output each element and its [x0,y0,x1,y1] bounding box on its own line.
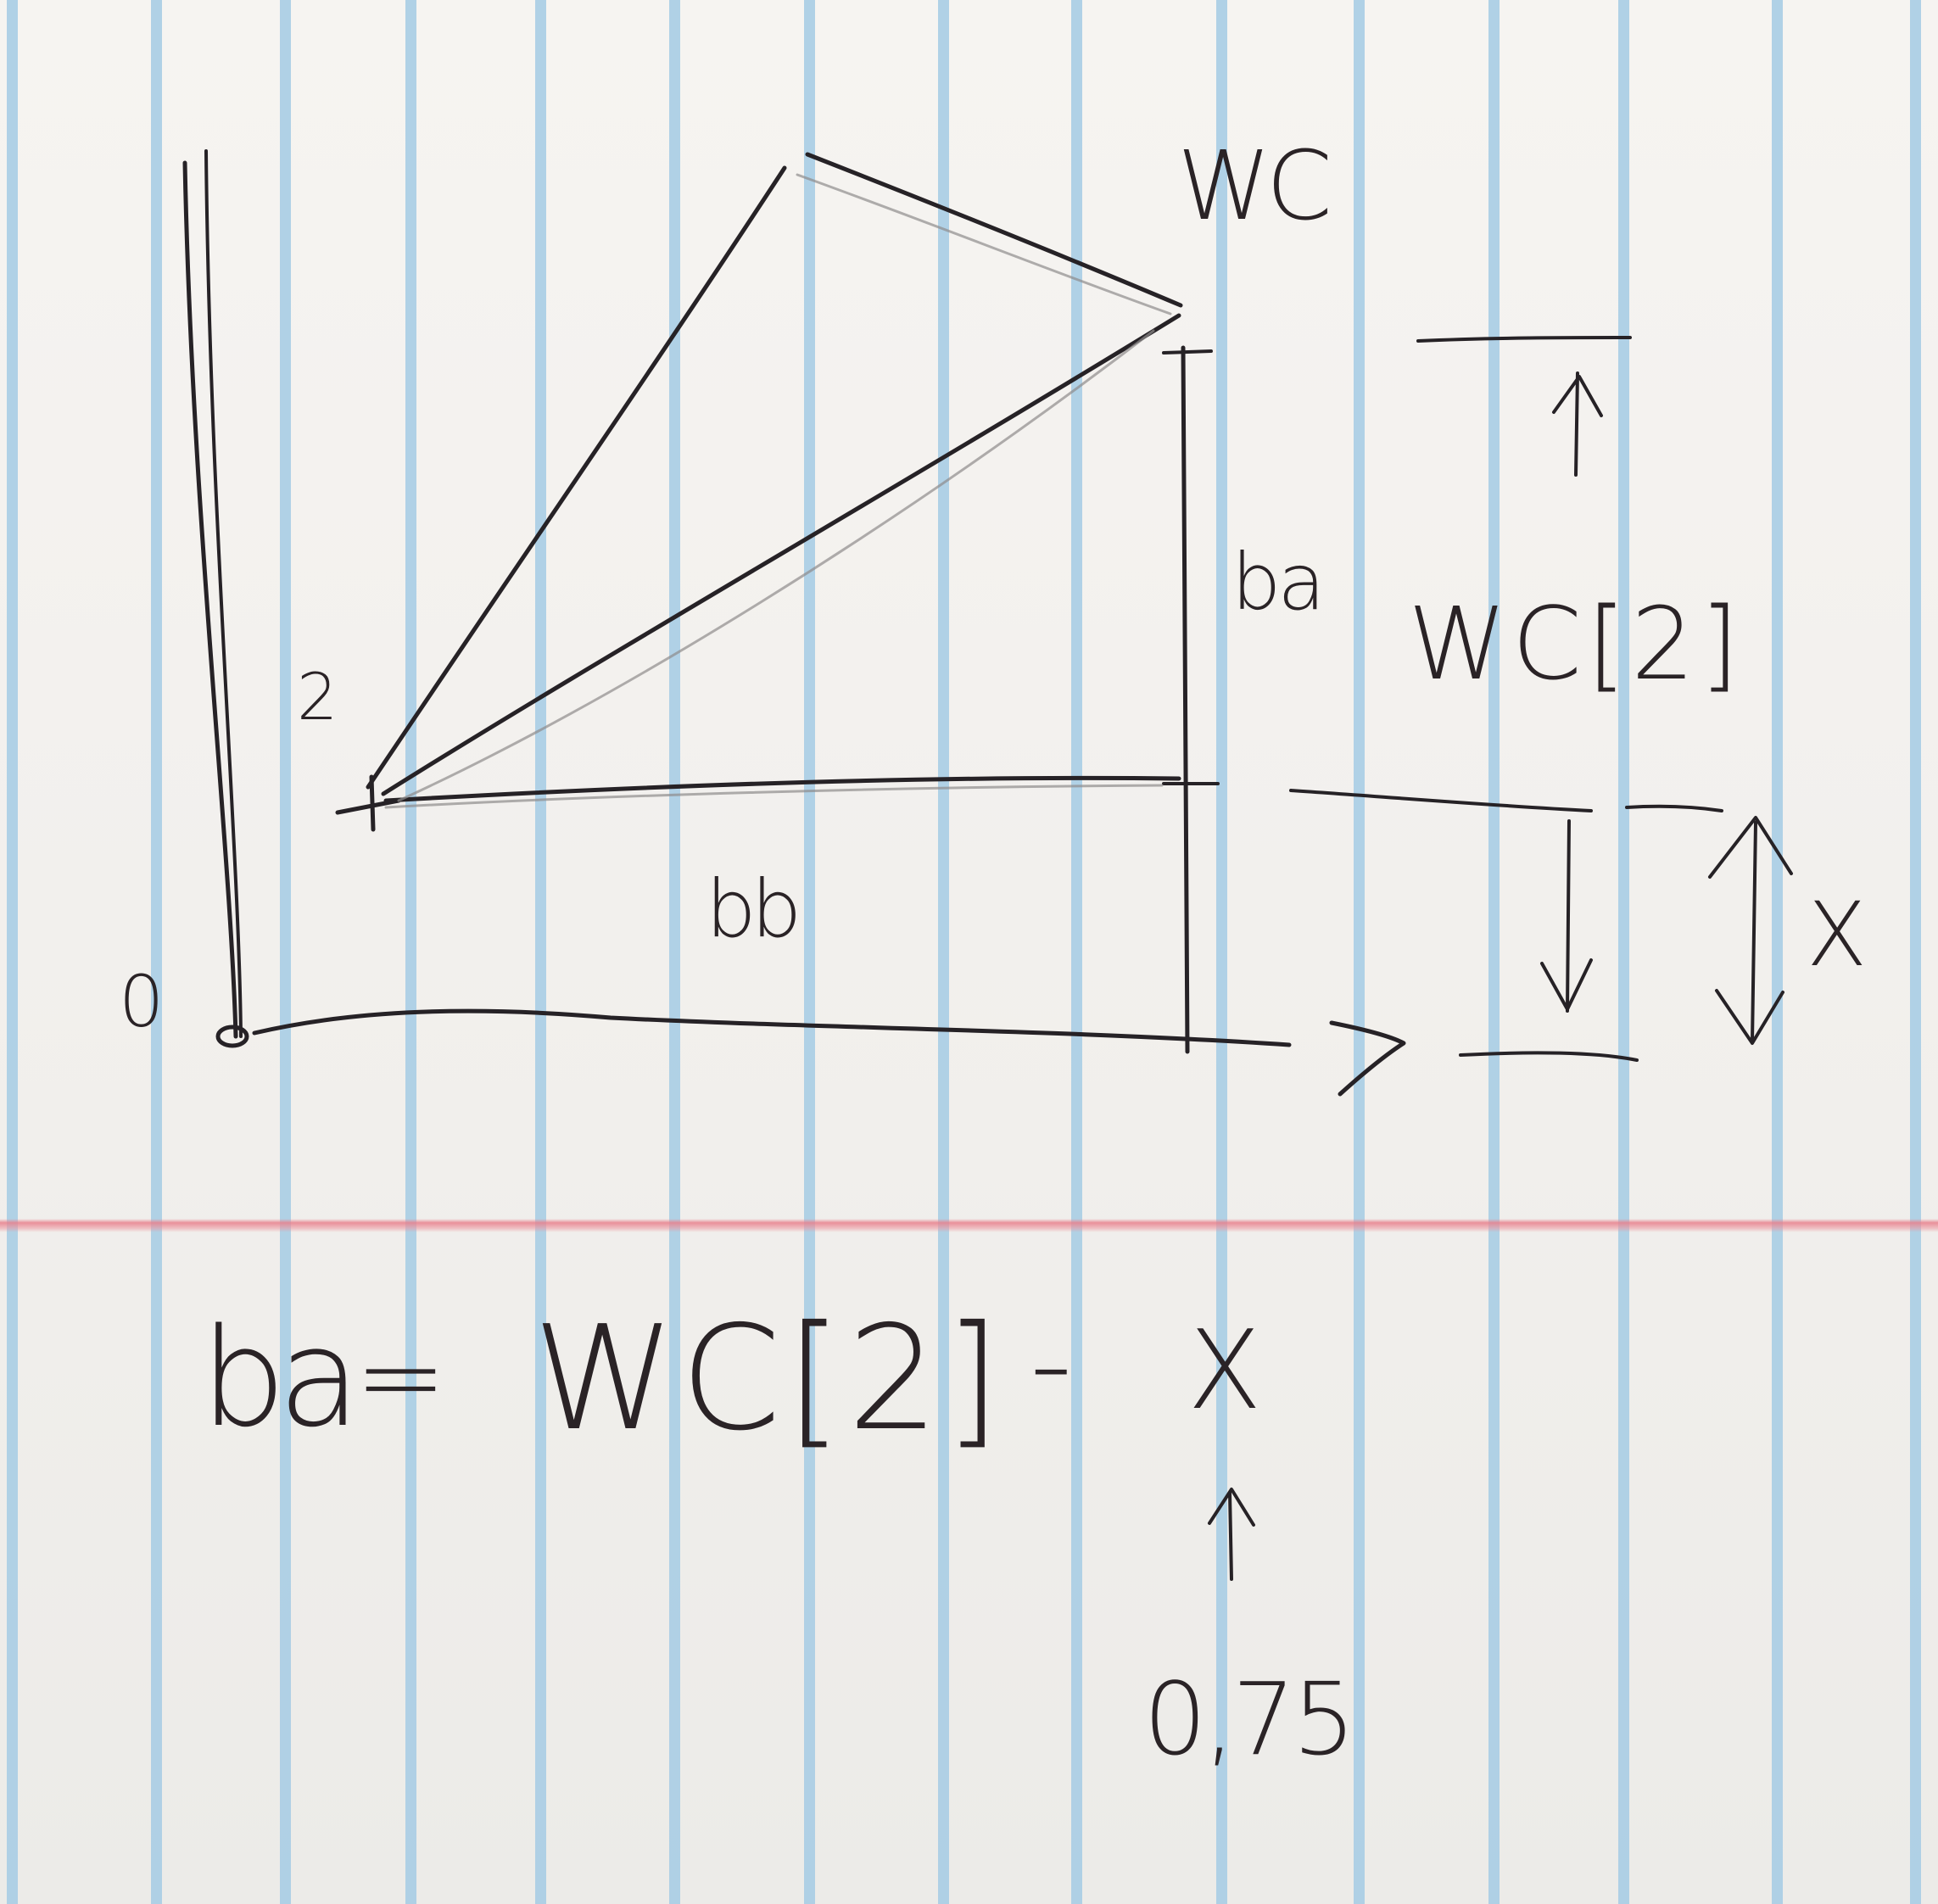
ruled-line [804,0,815,1904]
ruled-line [1488,0,1500,1904]
ba-label: ba [1231,537,1322,628]
ruled-line [535,0,546,1904]
note-arrow-up [1208,1488,1255,1581]
link-upper-pencil [796,173,1172,315]
equation-var: X [1187,1308,1262,1434]
height-top-line [1416,336,1632,343]
wc-label: WC [1177,131,1328,242]
axis-arrowhead [1329,1020,1406,1097]
wrist-vertical-line [1181,345,1190,1054]
margin-line [0,1219,1938,1232]
bb-pencil-guide [384,784,1164,809]
tick-top [1162,349,1213,355]
origin-label: 0 [119,960,164,1043]
ruled-line [151,0,162,1904]
x-bottom-line [1459,1051,1639,1062]
equation-lhs: ba [200,1298,353,1457]
vertical-axis-second-stroke [204,149,243,1038]
diagonal-line [381,313,1181,796]
ruled-line [7,0,18,1904]
ruled-line [1354,0,1365,1904]
ruled-line [1216,0,1227,1904]
ruled-line [1071,0,1082,1904]
ruled-line [938,0,949,1904]
ruled-line [1618,0,1629,1904]
joint-marker [335,774,401,832]
ruled-line [669,0,680,1904]
diagonal-pencil [397,329,1155,802]
x-arrow-down [1540,819,1593,1013]
x-top-line [1289,789,1723,812]
height-label: WC[2] [1408,585,1744,702]
height-arrow-up [1552,371,1603,477]
equation-minus: - [1030,1295,1073,1433]
x-label: X [1807,883,1867,986]
vertical-axis [182,160,238,1039]
ruled-line [405,0,416,1904]
equation-equals: = [355,1312,447,1441]
bb-line [383,775,1181,803]
equation-rhs-term: WC[2] [533,1295,1006,1463]
note-value: 0,75 [1143,1661,1353,1778]
link-lower [366,165,787,790]
link-upper [805,152,1183,308]
ruled-line [1910,0,1921,1904]
bb-label: bb [706,863,796,956]
x-double-arrow [1708,816,1793,1045]
ruled-line [280,0,291,1904]
ruled-line [1772,0,1783,1904]
joint-label: 2 [297,659,338,734]
horizontal-axis [252,1008,1292,1047]
origin-point [215,1025,249,1048]
